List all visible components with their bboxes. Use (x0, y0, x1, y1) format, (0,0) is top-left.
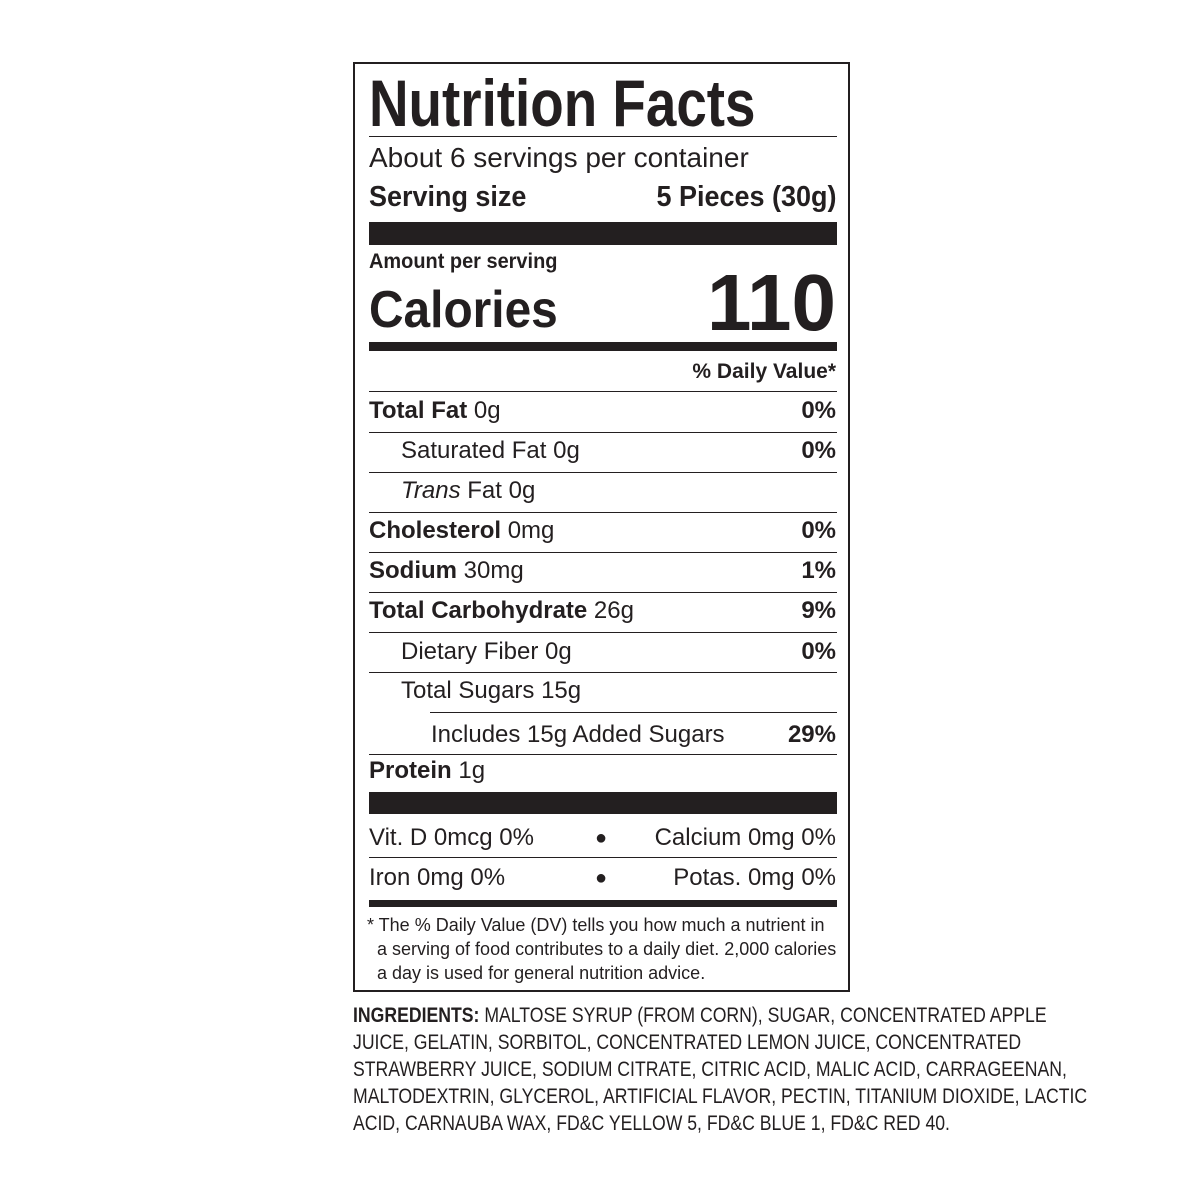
nutrient-name: Total Sugars (401, 677, 535, 704)
ingredients-line: ACID, CARNAUBA WAX, FD&C YELLOW 5, FD&C … (353, 1112, 950, 1135)
ingredients-line: MALTODEXTRIN, GLYCEROL, ARTIFICIAL FLAVO… (353, 1085, 1088, 1108)
nutrient-dv: 0% (801, 517, 836, 544)
iron: Iron 0mg 0% (369, 864, 506, 891)
nutrient-amount: 0mg (507, 517, 555, 544)
divider (369, 472, 837, 473)
nutrient-amount: 0g (553, 437, 580, 464)
nutrient-name: Protein (369, 757, 452, 784)
nutrient-name: Sodium (369, 557, 457, 584)
divider (369, 857, 837, 858)
divider (369, 632, 837, 633)
serving-size-value: 5 Pieces (30g) (643, 181, 836, 213)
nutrient-dv: 0% (801, 437, 836, 464)
nutrient-name: Trans (401, 477, 461, 504)
calories-label: Calories (369, 280, 574, 340)
nutrient-dv: 0% (801, 638, 836, 665)
nutrient-amount: 1g (458, 757, 486, 784)
nutrient-amount: 15g (541, 677, 582, 704)
bullet-icon: ● (595, 867, 608, 889)
nutrient-name: Cholesterol (369, 517, 502, 544)
calories-label-text: Calories (369, 281, 558, 339)
calories-value: 110 (706, 258, 836, 347)
potassium: Potas. 0mg 0% (673, 864, 836, 891)
serving-size-label: Serving size (369, 181, 538, 213)
nutrient-amount: 30mg (463, 557, 524, 584)
calcium: Calcium 0mg 0% (654, 824, 836, 851)
nutrient-dv: 1% (801, 557, 836, 584)
servings-per-container: About 6 servings per container (369, 142, 749, 173)
ingredients: INGREDIENTS: MALTOSE SYRUP (FROM CORN), … (353, 1002, 1088, 1137)
amount-per-serving-text: Amount per serving (369, 250, 558, 273)
title-text: Nutrition Facts (369, 66, 756, 140)
nutrient-amount: 26g (593, 597, 634, 624)
medium-divider (369, 900, 837, 907)
divider (369, 592, 837, 593)
ingredients-label: INGREDIENTS: (353, 1004, 480, 1027)
footnote-line: * The % Daily Value (DV) tells you how m… (367, 915, 825, 935)
nutrient-name: Saturated Fat (401, 437, 547, 464)
nutrient-amount: 0g (473, 397, 501, 424)
nutrient-dv: 9% (801, 597, 836, 624)
footnote-line: a day is used for general nutrition advi… (377, 963, 706, 983)
divider (369, 512, 837, 513)
footnote-line: a serving of food contributes to a daily… (377, 939, 837, 959)
medium-divider (369, 342, 837, 351)
divider (369, 391, 837, 392)
divider (430, 712, 837, 713)
daily-value-header: % Daily Value* (692, 360, 836, 383)
divider (369, 136, 837, 137)
thick-divider (369, 792, 837, 814)
divider (369, 432, 837, 433)
ingredients-line: STRAWBERRY JUICE, SODIUM CITRATE, CITRIC… (353, 1058, 1067, 1081)
bullet-icon: ● (595, 827, 608, 849)
nutrient-amount: 0g (508, 477, 536, 504)
nutrient-name: Total Fat (369, 397, 468, 424)
serving-size-value-text: 5 Pieces (30g) (656, 181, 836, 213)
divider (369, 754, 837, 755)
nutrient-name: Dietary Fiber (401, 638, 539, 665)
thick-divider (369, 222, 837, 245)
nutrient-dv: 29% (787, 721, 836, 748)
ingredients-line: JUICE, GELATIN, SORBITOL, CONCENTRATED L… (353, 1031, 1022, 1054)
nutrient-amount: 0g (545, 638, 572, 665)
nutrition-facts-panel (353, 62, 850, 992)
divider (369, 552, 837, 553)
divider (369, 672, 837, 673)
label-title: Nutrition Facts (369, 68, 835, 138)
vitamin-d: Vit. D 0mcg 0% (369, 824, 534, 851)
nutrient-dv: 0% (801, 397, 836, 424)
ingredients-line: MALTOSE SYRUP (FROM CORN), SUGAR, CONCEN… (479, 1004, 1047, 1027)
amount-per-serving: Amount per serving (369, 250, 567, 274)
nutrient-name: Total Carbohydrate (369, 597, 588, 624)
nutrient-name-suffix: Fat (467, 477, 502, 504)
nutrient-name: Includes 15g Added Sugars (431, 721, 725, 748)
serving-size-label-text: Serving size (369, 181, 527, 213)
